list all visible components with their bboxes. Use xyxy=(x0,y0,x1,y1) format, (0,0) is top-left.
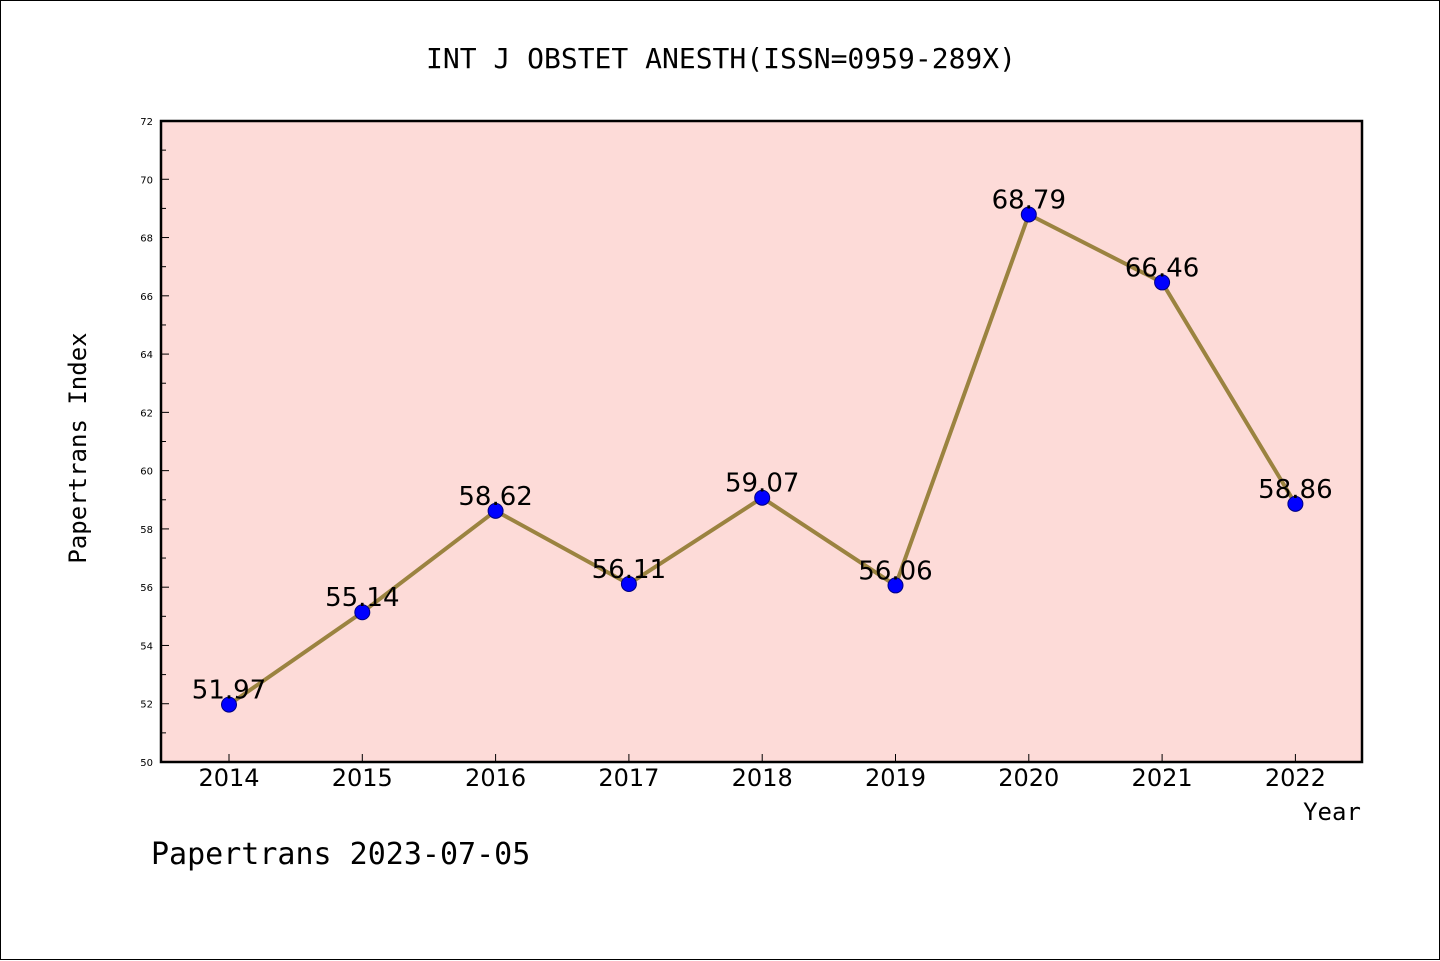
data-point xyxy=(221,696,237,713)
x-axis: 2014 2015 2016 2017 2018 2019 2020 2021 2022 xyxy=(198,754,1326,792)
x-tick-label: 2014 xyxy=(198,764,259,792)
y-tick-label: 70 xyxy=(140,175,153,186)
x-tick-label: 2015 xyxy=(332,764,393,792)
x-tick-label: 2017 xyxy=(598,764,659,792)
data-label: 58.86 xyxy=(1258,475,1332,505)
x-tick-label: 2018 xyxy=(732,764,793,792)
data-point xyxy=(754,489,771,506)
x-tick-label: 2022 xyxy=(1265,764,1326,792)
data-label: 59.07 xyxy=(725,469,799,499)
data-point xyxy=(620,575,637,592)
plot-area xyxy=(161,121,1362,762)
y-tick-label: 66 xyxy=(140,292,153,303)
series-line xyxy=(221,206,1304,713)
y-tick-label: 58 xyxy=(140,525,153,536)
y-axis-label: Papertrans Index xyxy=(64,332,92,563)
data-label: 55.14 xyxy=(325,583,399,613)
y-tick-label: 64 xyxy=(140,350,153,361)
data-label: 56.11 xyxy=(592,555,666,585)
plot-border xyxy=(159,119,1364,764)
chart-title: INT J OBSTET ANESTH(ISSN=0959-289X) xyxy=(426,42,1016,75)
data-label: 58.62 xyxy=(458,482,532,512)
data-point xyxy=(1154,274,1171,291)
data-labels: 51.97 55.14 58.62 56.11 59.07 56.06 68.79 66.46… xyxy=(192,186,1333,706)
y-tick-label: 68 xyxy=(140,234,153,245)
y-tick-label: 56 xyxy=(140,583,153,594)
data-point xyxy=(487,502,504,519)
x-tick-label: 2020 xyxy=(998,764,1059,792)
data-point xyxy=(887,577,904,594)
data-label: 66.46 xyxy=(1125,253,1199,283)
x-tick-label: 2016 xyxy=(465,764,526,792)
data-point xyxy=(1287,495,1304,512)
x-tick-label: 2021 xyxy=(1132,764,1193,792)
data-label: 51.97 xyxy=(192,676,266,706)
x-axis-label: Year xyxy=(1303,798,1361,826)
data-label: 68.79 xyxy=(992,186,1066,216)
y-tick-label: 62 xyxy=(140,408,153,419)
y-tick-label: 72 xyxy=(140,117,153,128)
y-tick-label: 60 xyxy=(140,467,153,478)
data-point xyxy=(1020,206,1037,223)
x-tick-label: 2019 xyxy=(865,764,926,792)
data-point xyxy=(354,604,371,621)
data-label: 56.06 xyxy=(858,556,932,586)
footer-text: Papertrans 2023-07-05 xyxy=(151,837,530,872)
y-tick-label: 54 xyxy=(140,641,153,652)
y-tick-label: 50 xyxy=(140,758,153,769)
y-tick-label: 52 xyxy=(140,700,153,711)
